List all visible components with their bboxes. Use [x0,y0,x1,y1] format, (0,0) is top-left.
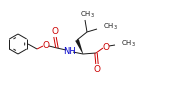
Polygon shape [75,39,83,54]
Text: CH$_3$: CH$_3$ [121,39,136,49]
Text: NH: NH [63,46,75,55]
Text: CH$_3$: CH$_3$ [79,10,94,20]
Text: O: O [51,27,59,36]
Text: O: O [94,65,100,74]
Text: O: O [103,43,109,51]
Text: O: O [42,41,50,50]
Text: CH$_3$: CH$_3$ [103,22,118,32]
